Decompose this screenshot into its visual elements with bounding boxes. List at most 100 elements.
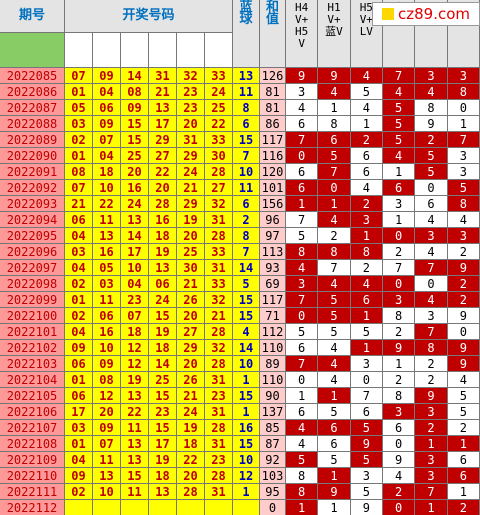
value: 1 xyxy=(350,228,383,244)
red-ball: 17 xyxy=(149,436,177,452)
red-ball: 30 xyxy=(205,148,233,164)
issue: 2022107 xyxy=(0,420,65,436)
value: 1 xyxy=(447,116,480,132)
sum: 110 xyxy=(260,372,286,388)
red-ball: 14 xyxy=(121,68,149,84)
header-blank xyxy=(121,33,149,68)
red-ball: 23 xyxy=(177,84,205,100)
red-ball: 10 xyxy=(93,484,121,500)
red-ball: 23 xyxy=(177,100,205,116)
red-ball: 20 xyxy=(177,308,205,324)
value: 0 xyxy=(415,180,448,196)
issue: 2022106 xyxy=(0,404,65,420)
red-ball: 31 xyxy=(205,260,233,276)
value: 8 xyxy=(383,308,416,324)
value: 3 xyxy=(350,212,383,228)
red-ball: 22 xyxy=(205,116,233,132)
red-ball: 04 xyxy=(93,84,121,100)
value: 3 xyxy=(415,228,448,244)
red-ball: 20 xyxy=(149,180,177,196)
value: 3 xyxy=(286,276,319,292)
value: 4 xyxy=(383,84,416,100)
blue-ball: 10 xyxy=(233,356,260,372)
value: 5 xyxy=(350,452,383,468)
red-ball: 18 xyxy=(149,468,177,484)
value: 3 xyxy=(447,228,480,244)
red-ball: 07 xyxy=(121,308,149,324)
red-ball: 21 xyxy=(177,180,205,196)
red-ball: 24 xyxy=(149,292,177,308)
value: 4 xyxy=(318,340,351,356)
red-ball: 19 xyxy=(149,244,177,260)
issue: 2022098 xyxy=(0,276,65,292)
red-ball: 20 xyxy=(177,356,205,372)
red-ball: 13 xyxy=(149,100,177,116)
red-ball: 15 xyxy=(149,308,177,324)
value: 5 xyxy=(415,148,448,164)
red-ball: 09 xyxy=(93,68,121,84)
watermark-text: cz89.com xyxy=(397,5,470,23)
value: 9 xyxy=(318,68,351,84)
red-ball xyxy=(93,500,121,515)
sum: 90 xyxy=(260,388,286,404)
red-ball: 17 xyxy=(149,116,177,132)
red-ball: 29 xyxy=(177,148,205,164)
value: 0 xyxy=(350,372,383,388)
red-ball: 02 xyxy=(65,276,93,292)
red-ball: 04 xyxy=(121,276,149,292)
value: 1 xyxy=(350,308,383,324)
sum: 103 xyxy=(260,468,286,484)
blue-ball: 12 xyxy=(233,468,260,484)
red-ball: 02 xyxy=(65,484,93,500)
value: 0 xyxy=(447,324,480,340)
value: 9 xyxy=(415,388,448,404)
value: 4 xyxy=(415,84,448,100)
value: 2 xyxy=(350,260,383,276)
red-ball xyxy=(205,500,233,515)
value: 8 xyxy=(383,388,416,404)
issue: 2022087 xyxy=(0,100,65,116)
value: 7 xyxy=(318,260,351,276)
value: 7 xyxy=(286,356,319,372)
value: 0 xyxy=(286,308,319,324)
sum: 69 xyxy=(260,276,286,292)
issue: 2022086 xyxy=(0,84,65,100)
red-ball: 15 xyxy=(121,116,149,132)
red-ball: 19 xyxy=(121,372,149,388)
value: 4 xyxy=(415,292,448,308)
red-ball: 06 xyxy=(65,388,93,404)
red-ball: 19 xyxy=(149,452,177,468)
value: 1 xyxy=(350,340,383,356)
value: 3 xyxy=(350,468,383,484)
red-ball: 32 xyxy=(177,68,205,84)
value: 1 xyxy=(383,356,416,372)
red-ball: 05 xyxy=(65,100,93,116)
value: 2 xyxy=(383,324,416,340)
red-ball: 29 xyxy=(177,340,205,356)
header-blue: 蓝 球 xyxy=(233,0,260,68)
value: 1 xyxy=(383,212,416,228)
blue-ball: 8 xyxy=(233,100,260,116)
blue-ball: 1 xyxy=(233,484,260,500)
sum: 110 xyxy=(260,340,286,356)
header-blank xyxy=(93,33,121,68)
value: 4 xyxy=(415,212,448,228)
red-ball: 10 xyxy=(93,340,121,356)
red-ball: 04 xyxy=(65,260,93,276)
red-ball: 29 xyxy=(177,196,205,212)
value: 4 xyxy=(447,212,480,228)
value: 6 xyxy=(383,420,416,436)
sum: 113 xyxy=(260,244,286,260)
value: 4 xyxy=(383,468,416,484)
value: 2 xyxy=(415,372,448,388)
value: 0 xyxy=(447,100,480,116)
red-ball: 20 xyxy=(93,404,121,420)
value: 2 xyxy=(447,420,480,436)
value: 6 xyxy=(383,180,416,196)
value: 0 xyxy=(286,372,319,388)
red-ball: 09 xyxy=(65,340,93,356)
blue-ball: 1 xyxy=(233,404,260,420)
value: 4 xyxy=(318,84,351,100)
red-ball: 24 xyxy=(205,84,233,100)
